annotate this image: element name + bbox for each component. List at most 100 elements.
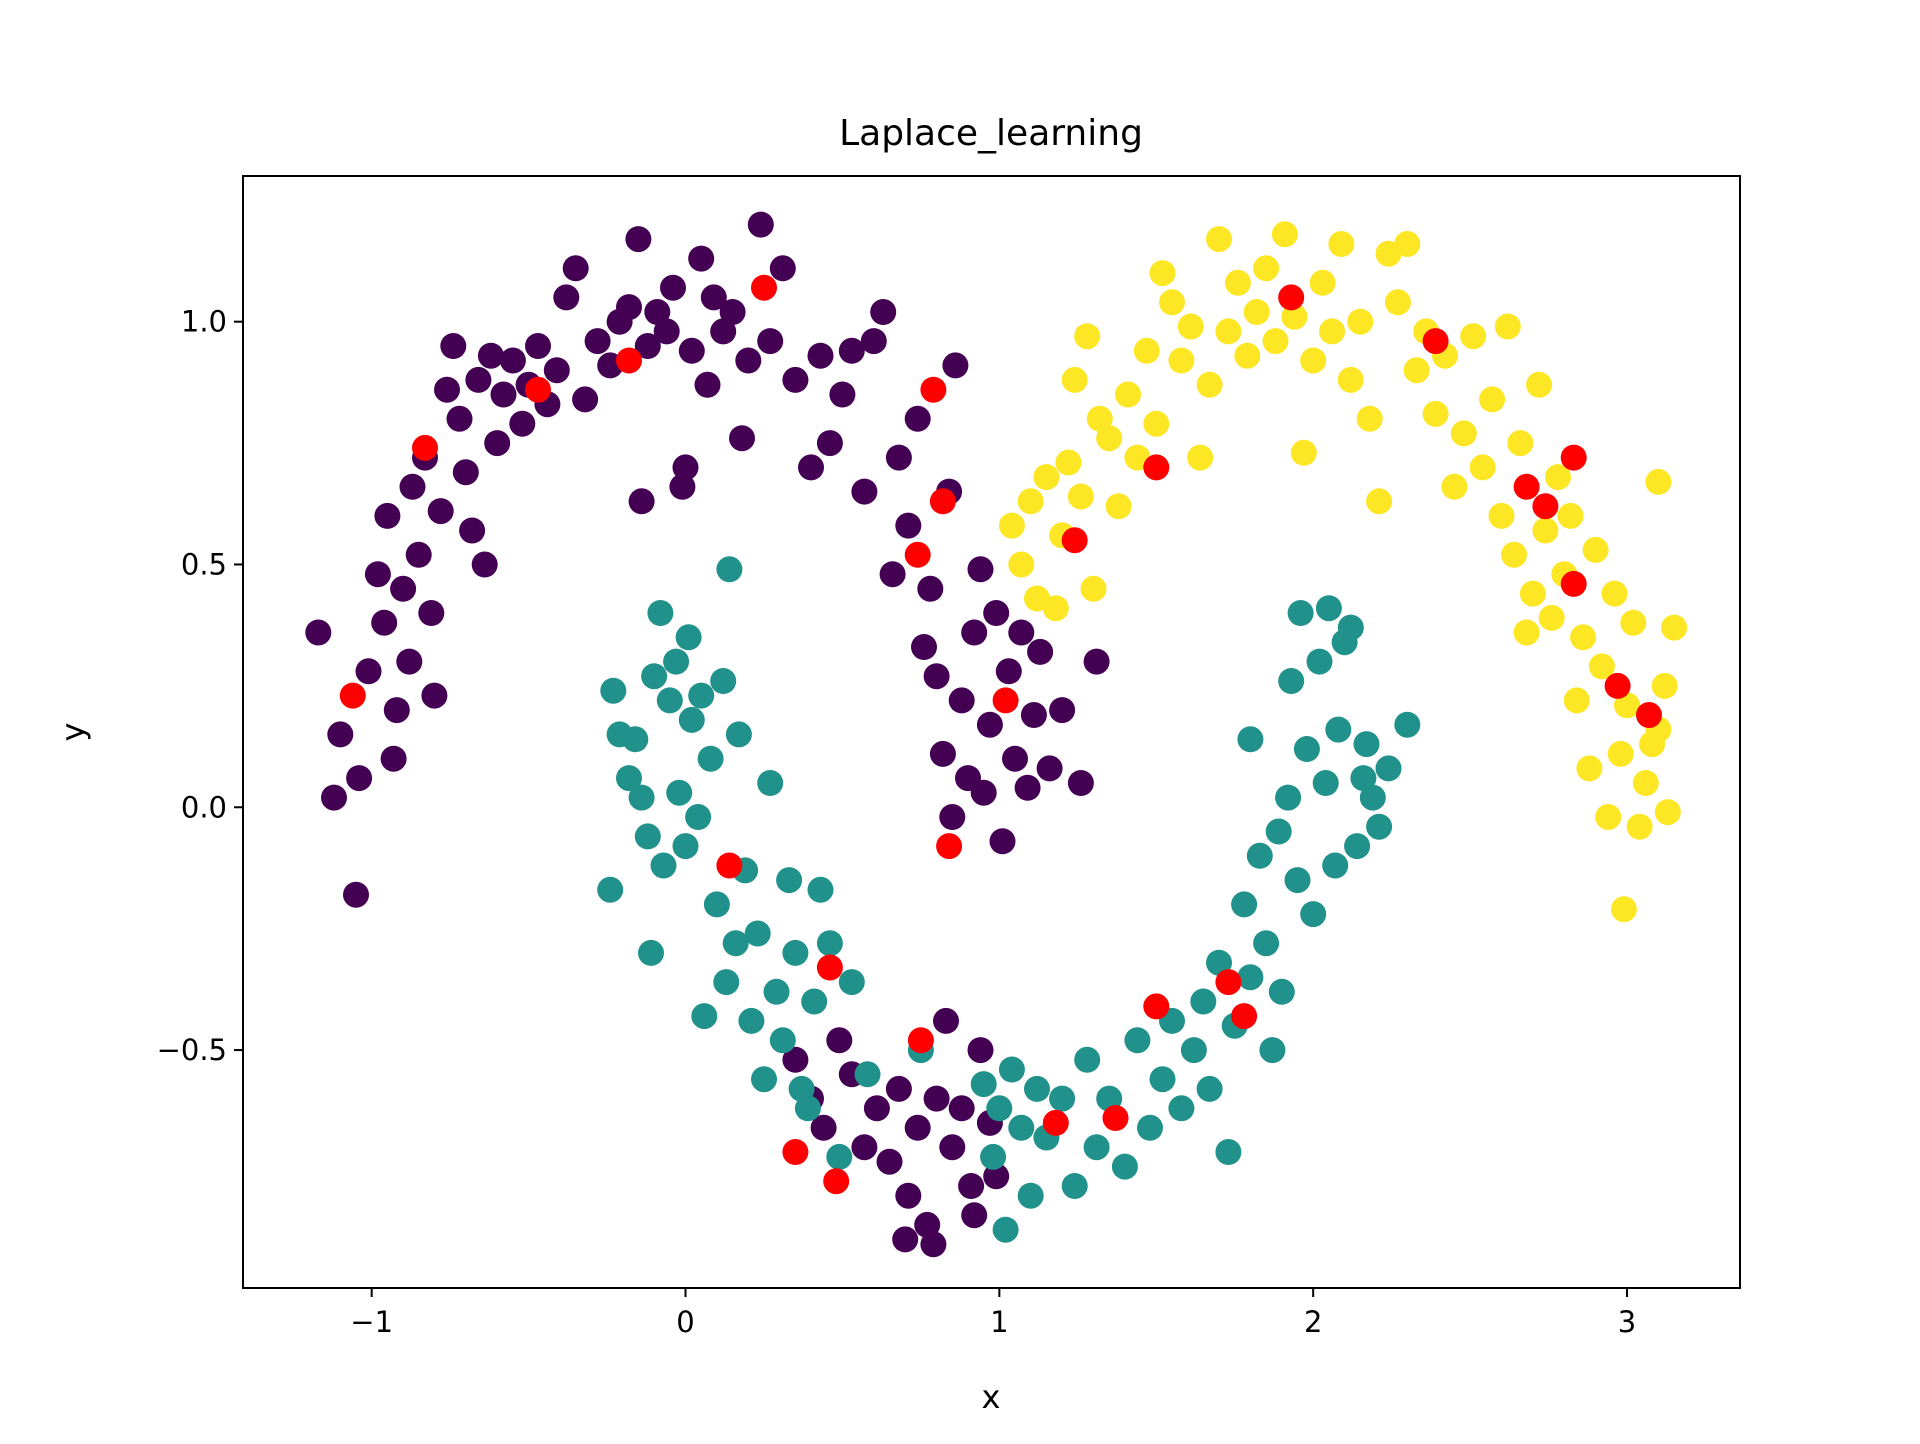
data-point-class-1-82 xyxy=(1293,736,1320,762)
data-point-class-0-65 xyxy=(829,381,856,408)
data-point-class-1-7 xyxy=(638,939,664,966)
data-point-class-0-9 xyxy=(380,745,407,772)
labeled-point-3 xyxy=(616,347,642,374)
labeled-point-26 xyxy=(1102,1105,1129,1131)
data-point-class-2-84 xyxy=(1661,614,1688,641)
data-point-class-0-22 xyxy=(452,459,479,486)
data-point-class-0-89 xyxy=(995,658,1022,685)
data-point-class-0-88 xyxy=(989,828,1016,855)
data-point-class-0-41 xyxy=(616,294,642,321)
data-point-class-1-31 xyxy=(757,770,784,796)
labeled-point-11 xyxy=(1422,328,1449,355)
x-axis-label: x xyxy=(982,1378,1001,1416)
data-point-class-1-66 xyxy=(1190,988,1217,1015)
data-point-class-1-21 xyxy=(703,891,730,918)
y-tick-label-0: −0.5 xyxy=(157,1033,227,1067)
data-point-class-2-34 xyxy=(1290,439,1317,466)
labeled-point-12 xyxy=(1143,454,1170,481)
data-point-class-1-67 xyxy=(1196,1075,1223,1102)
data-point-class-1-50 xyxy=(1008,1114,1035,1141)
labeled-point-0 xyxy=(339,682,366,709)
data-point-class-1-15 xyxy=(675,624,702,651)
data-point-class-1-90 xyxy=(1337,614,1364,641)
labeled-point-8 xyxy=(992,687,1019,714)
data-point-class-1-24 xyxy=(716,556,743,583)
data-point-class-0-53 xyxy=(700,284,727,311)
data-point-class-1-62 xyxy=(1149,1066,1176,1093)
data-point-class-1-17 xyxy=(685,804,712,830)
data-point-class-1-30 xyxy=(751,1066,777,1093)
data-point-class-2-1 xyxy=(1008,551,1035,578)
data-point-class-0-32 xyxy=(525,333,551,359)
data-point-class-1-64 xyxy=(1168,1095,1195,1122)
labeled-point-6 xyxy=(929,488,956,515)
labeled-point-28 xyxy=(1215,969,1242,996)
data-point-class-2-20 xyxy=(1159,289,1185,316)
data-point-class-1-77 xyxy=(1268,978,1295,1005)
data-point-class-0-2 xyxy=(321,784,347,811)
data-point-class-1-22 xyxy=(710,668,737,694)
data-point-class-2-29 xyxy=(1243,299,1270,325)
data-point-class-2-30 xyxy=(1253,255,1280,282)
data-point-class-1-14 xyxy=(672,833,699,860)
data-point-class-1-78 xyxy=(1275,784,1302,811)
data-point-class-0-116 xyxy=(958,1173,985,1199)
data-point-class-0-10 xyxy=(383,697,410,724)
data-point-class-1-61 xyxy=(1137,1114,1163,1141)
data-point-class-0-97 xyxy=(1067,770,1094,796)
data-point-class-1-38 xyxy=(801,988,828,1015)
data-point-class-0-36 xyxy=(562,255,589,282)
labeled-point-5 xyxy=(920,376,947,403)
data-point-class-1-19 xyxy=(691,1003,718,1030)
labeled-point-10 xyxy=(1278,284,1305,311)
data-point-class-2-79 xyxy=(1632,770,1659,796)
data-point-class-1-83 xyxy=(1300,901,1327,928)
data-point-class-1-13 xyxy=(666,779,693,806)
data-point-class-0-98 xyxy=(1083,648,1110,675)
data-point-class-1-0 xyxy=(597,876,624,903)
data-point-class-2-61 xyxy=(1526,371,1553,398)
data-point-class-0-64 xyxy=(816,430,843,457)
data-point-class-0-106 xyxy=(876,1148,903,1175)
data-point-class-1-46 xyxy=(980,1143,1007,1170)
data-point-class-1-52 xyxy=(1024,1075,1050,1102)
labeled-point-7 xyxy=(904,541,931,568)
data-point-class-0-43 xyxy=(628,488,655,515)
data-point-class-1-48 xyxy=(992,1216,1019,1243)
data-point-class-1-29 xyxy=(744,920,771,947)
data-point-class-0-108 xyxy=(895,1182,922,1209)
data-point-class-1-97 xyxy=(1394,711,1421,738)
data-point-class-2-2 xyxy=(1017,488,1044,515)
data-point-class-0-67 xyxy=(851,478,878,505)
data-point-class-1-79 xyxy=(1278,668,1305,694)
data-point-class-2-38 xyxy=(1328,231,1355,257)
data-point-class-0-46 xyxy=(653,318,680,345)
labeled-point-4 xyxy=(751,274,777,301)
data-point-class-0-66 xyxy=(838,337,865,364)
data-point-class-0-68 xyxy=(860,328,887,355)
data-point-class-2-72 xyxy=(1595,804,1622,830)
data-point-class-1-40 xyxy=(816,930,843,957)
data-point-class-1-8 xyxy=(641,663,668,690)
data-point-class-0-117 xyxy=(967,1037,994,1064)
data-point-class-1-57 xyxy=(1083,1134,1110,1161)
data-point-class-2-48 xyxy=(1422,400,1449,427)
data-point-class-0-12 xyxy=(396,648,423,675)
data-point-class-0-47 xyxy=(660,274,686,301)
data-point-class-0-62 xyxy=(798,454,824,481)
data-point-class-2-19 xyxy=(1149,260,1176,287)
data-point-class-1-28 xyxy=(738,1007,765,1034)
data-point-class-1-25 xyxy=(722,930,749,957)
data-point-class-1-55 xyxy=(1061,1173,1088,1199)
data-point-class-1-12 xyxy=(663,648,690,675)
data-point-class-0-101 xyxy=(810,1114,837,1141)
data-point-class-0-20 xyxy=(440,333,467,359)
data-point-class-0-69 xyxy=(870,299,897,325)
data-point-class-0-59 xyxy=(757,328,784,355)
data-point-class-1-96 xyxy=(1375,755,1402,782)
data-point-class-1-20 xyxy=(697,745,724,772)
x-tick-label-3: 2 xyxy=(1304,1305,1322,1339)
data-point-class-1-16 xyxy=(678,706,705,733)
data-point-class-0-121 xyxy=(892,1226,919,1253)
data-point-class-2-56 xyxy=(1494,313,1521,340)
